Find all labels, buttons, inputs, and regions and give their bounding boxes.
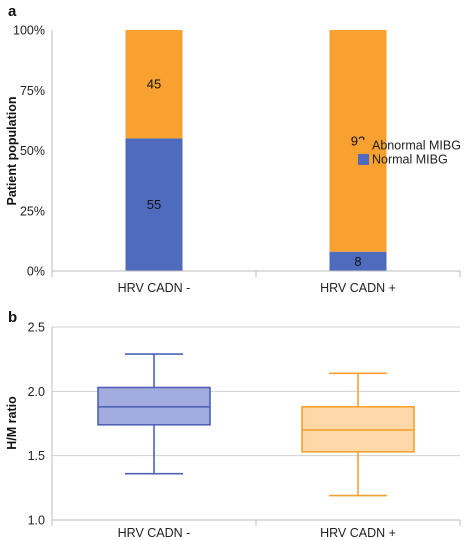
panel-a-axes [51, 30, 461, 277]
panel-b-y-tick-label: 1.0 [28, 514, 45, 528]
panel-b-box-group [301, 372, 415, 497]
panel-a-legend-swatch [358, 140, 369, 151]
panel-a-y-tick-label: 50% [20, 144, 45, 158]
panel-a-bar-segment [125, 30, 183, 139]
panel-b-categories: HRV CADN - HRV CADN + [118, 526, 396, 540]
panel-a-y-ticks: 0% 25% 50% 75% 100% [13, 24, 45, 279]
panel-b-y-axis-title: H/M ratio [5, 396, 19, 450]
panel-b-y-tick-label: 1.5 [28, 449, 45, 463]
panel-a-y-tick-label: 75% [20, 84, 45, 98]
panel-b: b H/M ratio 1.01.52.02.5 HRV CADN - HRV C… [5, 309, 461, 540]
panel-a-category-label: HRV CADN - [118, 281, 191, 295]
panel-a-data-label: 8 [354, 254, 361, 269]
panel-a-y-tick-label: 100% [13, 24, 45, 38]
panel-b-y-tick-label: 2.5 [28, 321, 45, 335]
panel-a-bar-segment [329, 251, 387, 271]
panel-a-legend-label: Abnormal MIBG [372, 139, 461, 153]
panel-b-category-label: HRV CADN - [118, 526, 191, 540]
panel-a-legend-label: Normal MIBG [372, 153, 448, 167]
panel-a-y-tick-label: 0% [27, 265, 45, 279]
panel-b-boxes [97, 353, 415, 497]
panel-a-legend-swatch [358, 154, 369, 165]
panel-a-bars: 5545892 [125, 30, 387, 271]
panel-a-categories: HRV CADN - HRV CADN + [118, 281, 396, 295]
panel-a-y-tick-label: 25% [20, 204, 45, 218]
panel-a-category-label: HRV CADN + [320, 281, 396, 295]
panel-a-y-axis-title: Patient population [5, 96, 19, 205]
panel-a: a Patient population 0% 25% 50% 75% 100% 55 4… [5, 3, 461, 295]
panel-b-y-ticks: 1.0 1.5 2.0 2.5 [28, 321, 45, 528]
panel-a-data-label: 55 [147, 197, 161, 212]
panel-a-data-label: 45 [147, 77, 161, 92]
panel-b-box-group [97, 353, 211, 475]
panel-a-bar-segment [125, 138, 183, 271]
panel-b-category-label: HRV CADN + [320, 526, 396, 540]
panel-b-label: b [8, 309, 17, 326]
panel-a-label: a [8, 3, 17, 20]
panel-b-axes [51, 327, 461, 526]
panel-b-y-tick-label: 2.0 [28, 385, 45, 399]
